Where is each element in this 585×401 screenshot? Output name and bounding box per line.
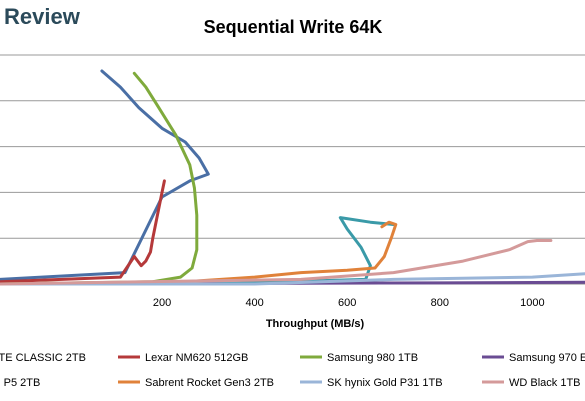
legend-label: ATE CLASSIC 2TB xyxy=(0,352,86,364)
legend-label: Samsung 980 1TB xyxy=(327,352,418,364)
legend-label: WD Black 1TB xyxy=(509,377,581,389)
x-axis-label: Throughput (MB/s) xyxy=(266,318,365,330)
series-line xyxy=(0,239,553,286)
legend-label: al P5 2TB xyxy=(0,377,40,389)
series-line xyxy=(0,272,585,286)
x-tick-labels: 20040060080010001200 xyxy=(153,297,545,309)
x-tick-label: 400 xyxy=(245,297,263,309)
legend-label: Lexar NM620 512GB xyxy=(145,352,248,364)
legend: ATE CLASSIC 2TB Lexar NM620 512GB Samsung … xyxy=(0,352,585,389)
gridlines xyxy=(0,54,585,285)
series-line xyxy=(0,69,210,281)
x-tick-label: 200 xyxy=(153,297,171,309)
logo-text: Review xyxy=(4,4,81,29)
series-line xyxy=(0,71,199,286)
series-line xyxy=(0,220,398,286)
x-tick-label: 800 xyxy=(431,297,449,309)
x-tick-label: 1000 xyxy=(520,297,544,309)
series-lines xyxy=(0,69,585,286)
x-tick-label: 600 xyxy=(338,297,356,309)
legend-label: SK hynix Gold P31 1TB xyxy=(327,377,443,389)
legend-label: Sabrent Rocket Gen3 2TB xyxy=(145,377,274,389)
legend-label: Samsung 970 E xyxy=(509,352,585,364)
series-line xyxy=(0,179,166,284)
chart-title: Sequential Write 64K xyxy=(204,17,383,37)
